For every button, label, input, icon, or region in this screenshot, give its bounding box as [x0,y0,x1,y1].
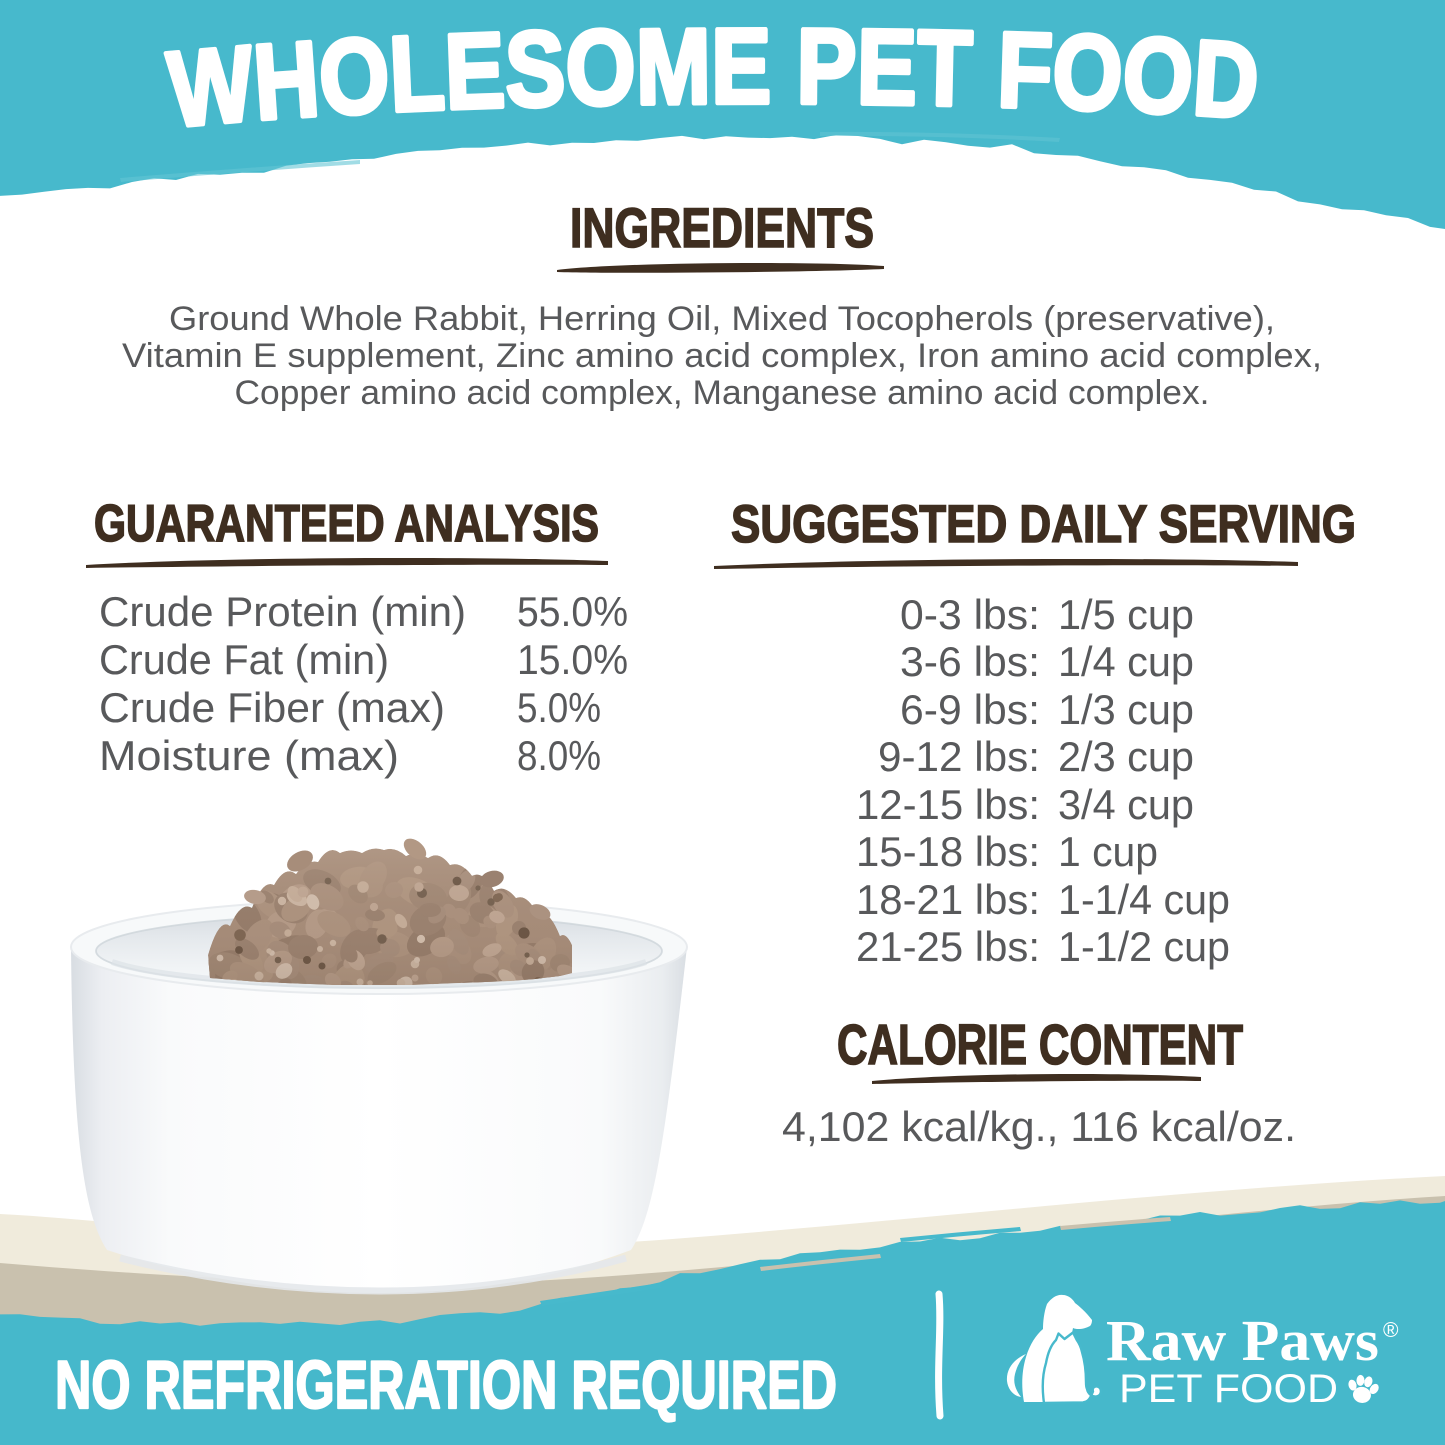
svg-text:NO REFRIGERATION REQUIRED: NO REFRIGERATION REQUIRED [55,1347,837,1423]
svg-text:Moisture (max): Moisture (max) [99,732,399,779]
svg-text:8.0%: 8.0% [517,732,601,779]
svg-text:Ground Whole Rabbit, Herring O: Ground Whole Rabbit, Herring Oil, Mixed … [169,300,1275,338]
svg-text:Crude Protein (min): Crude Protein (min) [99,588,466,635]
svg-text:1/3 cup: 1/3 cup [1058,686,1194,733]
svg-text:3/4 cup: 3/4 cup [1058,781,1194,828]
svg-text:3-6 lbs:: 3-6 lbs: [900,638,1040,685]
svg-text:GUARANTEED ANALYSIS: GUARANTEED ANALYSIS [94,495,599,553]
svg-text:5.0%: 5.0% [517,684,601,731]
svg-text:Vitamin E supplement, Zinc ami: Vitamin E supplement, Zinc amino acid co… [122,337,1322,375]
svg-text:INGREDIENTS: INGREDIENTS [570,196,874,259]
svg-text:21-25 lbs:: 21-25 lbs: [856,923,1040,970]
svg-text:9-12 lbs:: 9-12 lbs: [878,733,1040,780]
svg-text:Crude Fat (min): Crude Fat (min) [99,636,389,683]
svg-text:WHOLESOME PET FOOD: WHOLESOME PET FOOD [163,6,1262,150]
svg-text:15.0%: 15.0% [517,636,628,683]
svg-text:12-15 lbs:: 12-15 lbs: [856,781,1040,828]
svg-text:6-9 lbs:: 6-9 lbs: [900,686,1040,733]
svg-text:1-1/4 cup: 1-1/4 cup [1058,876,1230,923]
svg-text:®: ® [1383,1319,1399,1342]
svg-text:Crude Fiber (max): Crude Fiber (max) [99,684,445,731]
svg-text:CALORIE CONTENT: CALORIE CONTENT [837,1013,1243,1077]
svg-text:PET FOOD: PET FOOD [1119,1367,1338,1411]
svg-text:Copper amino acid complex, Man: Copper amino acid complex, Manganese ami… [235,374,1210,412]
svg-text:1 cup: 1 cup [1058,828,1158,875]
svg-text:0-3 lbs:: 0-3 lbs: [900,591,1040,638]
svg-text:Raw Paws: Raw Paws [1106,1308,1379,1373]
svg-text:18-21 lbs:: 18-21 lbs: [856,876,1040,923]
svg-text:55.0%: 55.0% [517,588,628,635]
svg-text:1/5 cup: 1/5 cup [1058,591,1194,638]
svg-text:1/4 cup: 1/4 cup [1058,638,1194,685]
svg-text:4,102 kcal/kg., 116 kcal/oz.: 4,102 kcal/kg., 116 kcal/oz. [782,1103,1296,1150]
svg-text:SUGGESTED DAILY SERVING: SUGGESTED DAILY SERVING [731,495,1356,554]
svg-text:1-1/2 cup: 1-1/2 cup [1058,923,1230,970]
svg-text:15-18 lbs:: 15-18 lbs: [856,828,1040,875]
svg-text:2/3 cup: 2/3 cup [1058,733,1194,780]
